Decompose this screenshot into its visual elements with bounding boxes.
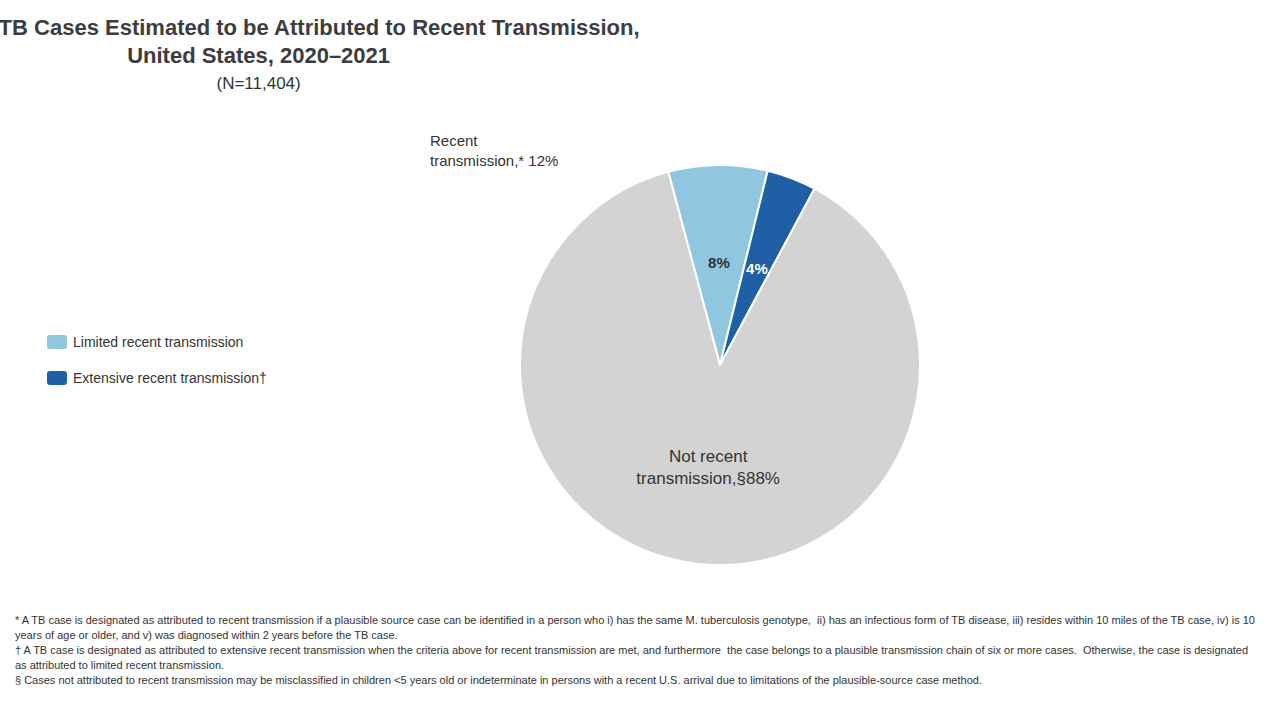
svg-text:§ Cases not attributed to rece: § Cases not attributed to recent transmi… — [15, 674, 982, 686]
svg-text:Not recent: Not recent — [669, 447, 748, 466]
svg-text:Limited recent transmission: Limited recent transmission — [73, 334, 243, 350]
svg-text:transmission,* 12%: transmission,* 12% — [430, 152, 558, 169]
svg-text:transmission,§88%: transmission,§88% — [636, 469, 780, 488]
svg-text:years of age or older, and v): years of age or older, and v) was diagno… — [15, 629, 398, 641]
svg-text:4%: 4% — [746, 260, 768, 277]
svg-text:Recent: Recent — [430, 132, 478, 149]
svg-text:† A TB case is designated as a: † A TB case is designated as attributed … — [15, 644, 1251, 656]
svg-text:* A TB case is designated as a: * A TB case is designated as attributed … — [15, 614, 1258, 626]
svg-text:United States, 2020–2021: United States, 2020–2021 — [127, 43, 390, 68]
svg-text:8%: 8% — [708, 254, 730, 271]
svg-text:Genotyped TB Cases Estimated t: Genotyped TB Cases Estimated to be Attri… — [0, 15, 640, 40]
svg-text:Extensive recent transmission†: Extensive recent transmission† — [73, 370, 267, 386]
svg-text:(N=11,404): (N=11,404) — [216, 74, 300, 93]
svg-text:as attributed to limited recen: as attributed to limited recent transmis… — [15, 659, 224, 671]
